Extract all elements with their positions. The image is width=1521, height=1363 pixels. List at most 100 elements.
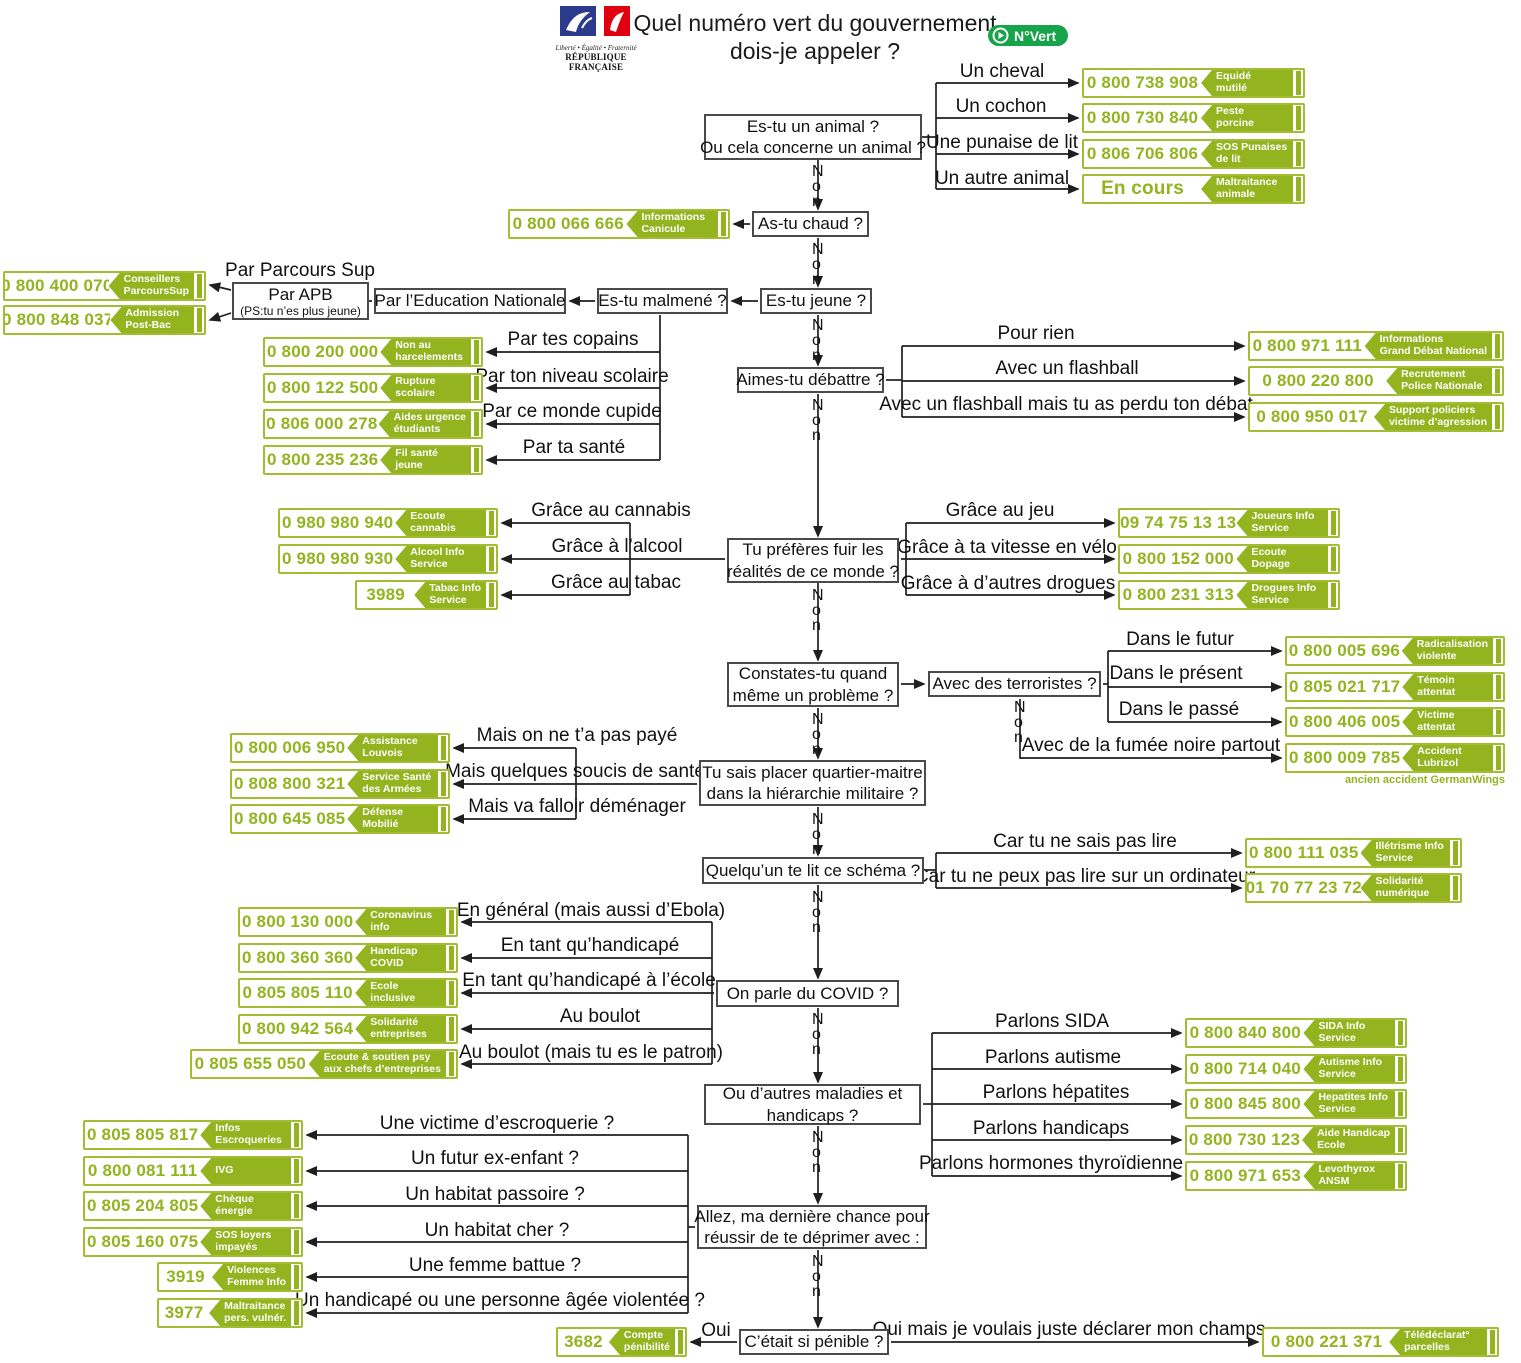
- service-label: Peste porcine: [1201, 105, 1293, 131]
- branch-label: Dans le futur: [1126, 629, 1234, 650]
- plate-end-stripe: [294, 1194, 299, 1218]
- service-label: Chèque énergie: [200, 1193, 291, 1219]
- logo-motto: Liberté • Égalité • Fraternité: [555, 44, 637, 52]
- number-plate-conseillers-parcoursup: 0 800 400 070 Conseillers ParcoursSup: [3, 271, 206, 301]
- phone-number: 3919: [166, 1267, 205, 1286]
- branch-label: Par tes copains: [507, 329, 639, 350]
- number-plate-ecoute-dopage: 0 800 152 000 Ecoute Dopage: [1118, 544, 1340, 574]
- branch-label: Mais va falloir déménager: [468, 796, 686, 817]
- play-icon: [992, 27, 1009, 44]
- question-text: Quelqu’un te lit ce schéma ?: [705, 860, 921, 880]
- question-text: Par l’Education Nationale: [374, 291, 566, 311]
- service-label-line: scolaire: [395, 387, 435, 399]
- plate-end-stripe: [294, 1123, 299, 1147]
- service-label: Support policiers victime d’agression: [1373, 404, 1492, 430]
- service-label: Victime attentat: [1402, 709, 1493, 735]
- phone-number: 0 805 204 805: [86, 1196, 199, 1215]
- plate-end-stripe: [294, 1301, 299, 1325]
- phone-number: 0 800 714 040: [1189, 1059, 1301, 1078]
- phone-number: 0 805 805 817: [86, 1125, 199, 1144]
- phone-number: 0 800 645 085: [233, 809, 346, 828]
- service-label-line: Tabac Info: [429, 582, 481, 595]
- phone-number: 0 800 845 800: [1189, 1094, 1301, 1113]
- service-label-line: Joueurs Info: [1251, 510, 1315, 523]
- service-label-line: Maltraitance: [1216, 176, 1278, 189]
- phone-number: 0 800 009 785: [1288, 748, 1401, 767]
- service-label: Non au harcelements: [380, 339, 471, 365]
- number-plate-sida-info-service: 0 800 840 800 SIDA Info Service: [1185, 1018, 1407, 1048]
- number-plate-sos-loyers-impayes: 0 805 160 075 SOS loyers impayés: [83, 1227, 303, 1257]
- branch-label: En tant qu’handicapé à l’école: [462, 970, 716, 991]
- branch-label: Un futur ex-enfant ?: [411, 1148, 579, 1169]
- service-label-line: Equidé: [1216, 70, 1252, 83]
- service-label-line: Lubrizol: [1417, 757, 1459, 769]
- service-label: Aides urgence étudiants: [378, 411, 471, 437]
- phone-number: 09 74 75 13 13: [1120, 513, 1237, 532]
- service-label-line: Maltraitance: [224, 1300, 286, 1313]
- question-text: Aimes-tu débattre ?: [736, 370, 885, 390]
- plate-end-stripe: [474, 412, 479, 436]
- number-plate-illetrisme-info-service: 0 800 111 035 Illétrisme Info Service: [1245, 838, 1462, 868]
- branch-label: Avec de la fumée noire partout: [1021, 735, 1281, 756]
- service-label: Maltraitance pers. vulnér.: [209, 1300, 291, 1326]
- plate-end-stripe: [1398, 1128, 1403, 1152]
- service-label-line: Informations: [1379, 333, 1444, 346]
- branch-label: Dans le présent: [1109, 663, 1243, 684]
- service-label-line: Escroqueries: [215, 1134, 282, 1146]
- plate-end-stripe: [678, 1330, 683, 1354]
- number-plate-solidarite-entreprises: 0 800 942 564 Solidarité entreprises: [238, 1014, 458, 1044]
- phone-number: 0 800 005 696: [1288, 641, 1401, 660]
- service-label-line: Service: [1251, 594, 1289, 606]
- service-label-line: Autisme Info: [1318, 1056, 1383, 1069]
- branch-label: Par ce monde cupide: [482, 401, 662, 422]
- service-label-line: Télédéclarat°: [1404, 1329, 1470, 1342]
- plate-end-stripe: [197, 274, 202, 298]
- plate-end-stripe: [449, 946, 454, 970]
- non-marker: N o n: [812, 811, 824, 858]
- service-label-line: Ecoute: [1251, 546, 1287, 559]
- non-marker: N o n: [812, 397, 824, 444]
- phone-number: 0 800 730 123: [1188, 1130, 1301, 1149]
- phone-number: 0 800 152 000: [1122, 549, 1234, 568]
- service-label-line: victime d’agression: [1388, 416, 1487, 428]
- phone-number: 0 805 021 717: [1288, 677, 1401, 696]
- numero-vert-badge: N°Vert: [988, 25, 1069, 46]
- service-label-line: Rupture: [395, 375, 436, 388]
- service-label-line: parcelles: [1404, 1341, 1450, 1353]
- non-marker: N o n: [1014, 699, 1026, 746]
- service-label-line: Levothyrox: [1318, 1163, 1376, 1176]
- service-label-line: Fil santé: [395, 447, 438, 460]
- service-label-line: porcine: [1216, 117, 1254, 129]
- plate-end-stripe: [1496, 675, 1501, 699]
- question-text: Tu sais placer quartier-maitre: [702, 762, 923, 782]
- service-label-line: Canicule: [641, 223, 686, 235]
- phone-number: 0 980 980 940: [281, 513, 394, 532]
- badge-label: N°Vert: [1014, 27, 1057, 44]
- non-marker: N o n: [812, 1129, 824, 1176]
- service-label-line: Ecoute: [410, 510, 446, 523]
- plate-end-stripe: [1296, 106, 1301, 130]
- phone-number: 0 800 360 360: [241, 948, 354, 967]
- service-label-line: énergie: [215, 1205, 253, 1217]
- service-label: Drogues Info Service: [1236, 582, 1328, 608]
- service-label-line: Accident: [1417, 745, 1462, 758]
- service-label-line: étudiants: [393, 423, 441, 435]
- plate-end-stripe: [1496, 746, 1501, 770]
- plate-end-stripe: [294, 1159, 299, 1183]
- question-box-fuir-realites: Tu préfères fuir les réalités de ce monde…: [727, 538, 899, 583]
- service-label: Informations Canicule: [626, 211, 718, 237]
- number-plate-support-policiers: 0 800 950 017 Support policiers victime d’…: [1248, 402, 1504, 432]
- phone-number: 0 800 122 500: [266, 378, 379, 397]
- number-plate-peste-porcine: 0 800 730 840 Peste porcine: [1082, 103, 1305, 133]
- service-label-line: Dopage: [1251, 558, 1290, 570]
- branch-label: Par ta santé: [522, 437, 626, 458]
- phone-number: 0 805 805 110: [242, 983, 353, 1002]
- phone-number: 0 800 081 111: [87, 1161, 198, 1180]
- service-label-line: entreprises: [370, 1028, 427, 1040]
- connector-line: [1019, 699, 1283, 764]
- plate-end-stripe: [1331, 547, 1336, 571]
- branch-label: Dans le passé: [1118, 699, 1240, 720]
- service-label-line: pers. vulnér.: [224, 1312, 286, 1324]
- question-text: On parle du COVID ?: [726, 983, 889, 1003]
- question-text: Par APB: [268, 284, 333, 304]
